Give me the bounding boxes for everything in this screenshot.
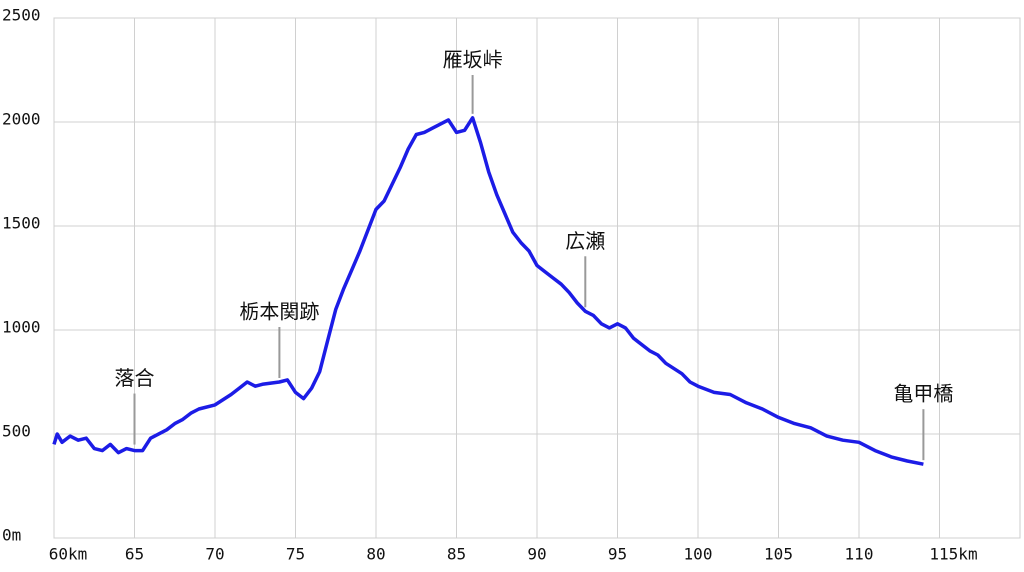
x-tick-label: 105	[764, 545, 793, 564]
y-tick-label: 2500	[2, 6, 41, 25]
x-tick-label: 110	[845, 545, 874, 564]
x-tick-label: 85	[447, 545, 466, 564]
annotation-label: 雁坂峠	[443, 48, 503, 72]
x-tick-label: 95	[608, 545, 627, 564]
x-tick-label: 90	[527, 545, 546, 564]
x-tick-label: 115km	[929, 545, 977, 564]
y-tick-label: 1000	[2, 318, 41, 337]
x-tick-label: 80	[366, 545, 385, 564]
x-tick-label: 65	[125, 545, 144, 564]
annotation-label: 広瀬	[565, 229, 605, 253]
y-tick-label: 500	[2, 422, 31, 441]
elevation-line	[52, 116, 924, 466]
annotation-label: 栃本関跡	[239, 300, 319, 324]
x-tick-label: 100	[684, 545, 713, 564]
x-tick-label: 60km	[49, 545, 88, 564]
y-tick-label: 0m	[2, 526, 21, 545]
y-tick-label: 1500	[2, 214, 41, 233]
x-tick-label: 75	[286, 545, 305, 564]
annotation-label: 落合	[115, 366, 155, 390]
annotation-label: 亀甲橋	[893, 382, 953, 406]
x-tick-label: 70	[205, 545, 224, 564]
y-tick-label: 2000	[2, 110, 41, 129]
